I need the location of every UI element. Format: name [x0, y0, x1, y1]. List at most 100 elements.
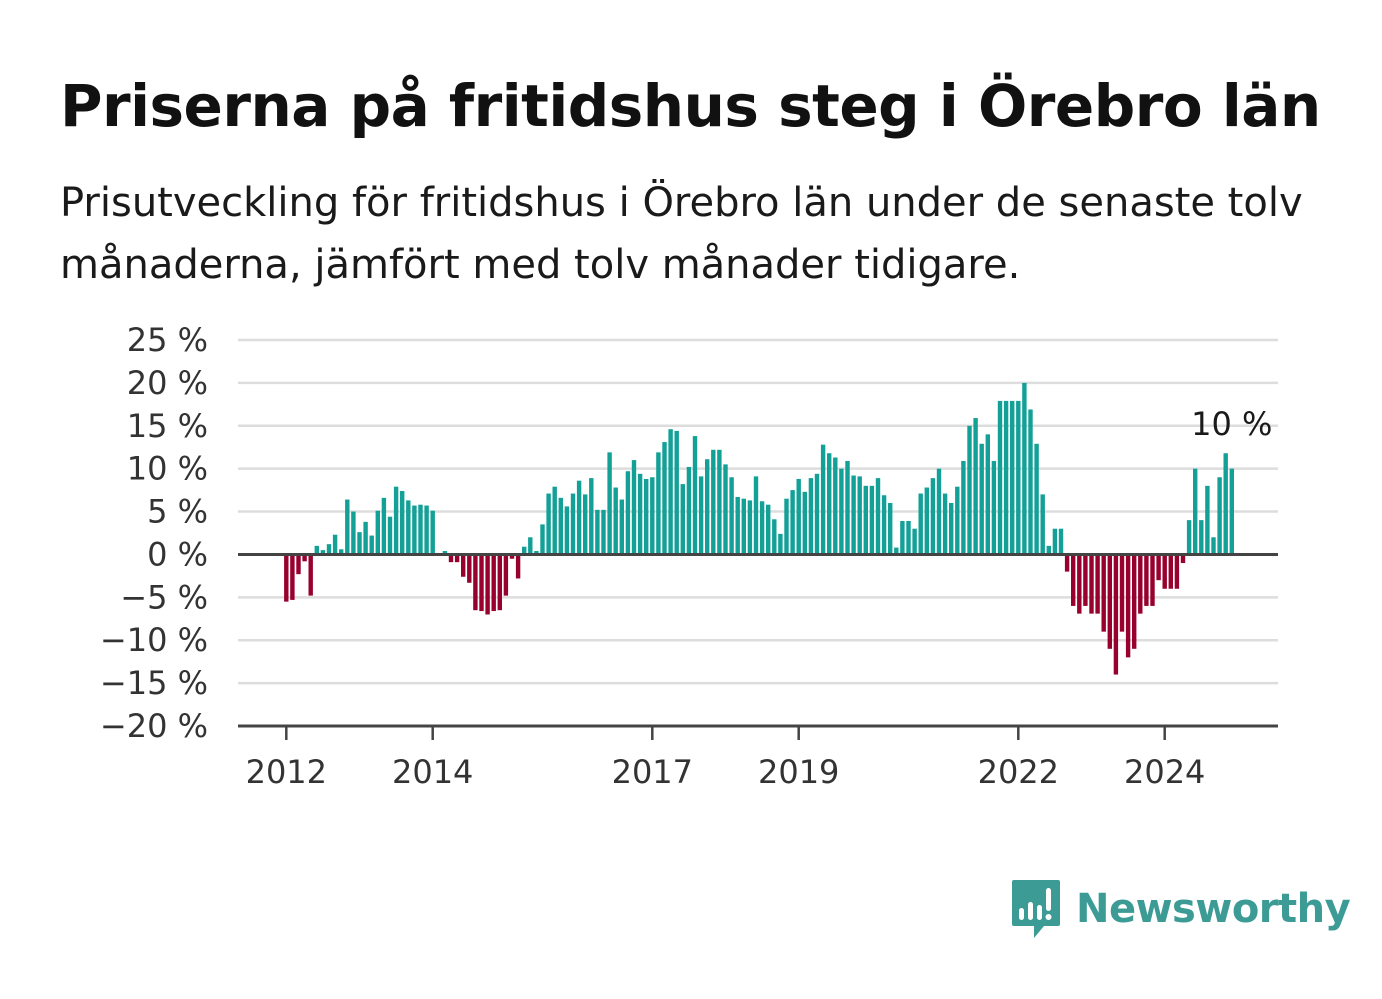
bar [393, 486, 399, 555]
bar [863, 485, 868, 555]
bar [381, 497, 387, 555]
bar [796, 478, 801, 555]
bar [723, 464, 728, 555]
bar [881, 495, 887, 555]
bar [1028, 409, 1033, 555]
bar [930, 478, 936, 555]
bar [735, 496, 740, 555]
bar [1071, 554, 1076, 606]
y-tick-label: −5 % [120, 578, 208, 616]
bar [1119, 554, 1125, 632]
bar [717, 449, 722, 555]
x-tick-label: 2019 [758, 753, 839, 791]
bar [759, 501, 765, 555]
bar [668, 429, 673, 555]
bar [820, 444, 826, 555]
bar [1193, 468, 1198, 555]
bar [894, 547, 899, 555]
bar [1217, 477, 1222, 555]
bar [833, 457, 838, 555]
bar [406, 500, 411, 555]
bar [1132, 554, 1137, 649]
bar [650, 477, 655, 555]
bar [985, 434, 990, 555]
chart-title: Priserna på fritidshus steg i Örebro län [60, 72, 1321, 140]
axes [238, 552, 1278, 740]
bar [552, 486, 557, 555]
bar [564, 506, 570, 555]
bar [979, 443, 984, 555]
bar [497, 554, 502, 611]
bar [1186, 520, 1192, 555]
brand-logo: Newsworthy [1010, 878, 1351, 940]
bar [949, 502, 954, 555]
bar [583, 494, 588, 555]
bar [729, 477, 734, 555]
bar [656, 452, 661, 555]
y-tick-label: 15 % [127, 407, 208, 445]
bar [1156, 554, 1161, 581]
bar [845, 460, 850, 555]
bar [1083, 554, 1088, 606]
bar [778, 533, 783, 555]
bar [662, 442, 667, 555]
bar [753, 476, 759, 555]
bar [827, 453, 832, 555]
bar [461, 554, 466, 577]
bar [1229, 468, 1234, 555]
y-tick-label: 0 % [147, 535, 208, 573]
bar [528, 537, 533, 555]
y-tick-label: 20 % [127, 364, 208, 402]
bar [332, 534, 338, 555]
bar [302, 554, 307, 562]
bar [1016, 400, 1021, 555]
bar [1003, 400, 1009, 555]
bar [613, 487, 618, 555]
bar [357, 532, 362, 555]
bar [1174, 554, 1180, 589]
bar [515, 554, 521, 579]
x-tick-label: 2017 [612, 753, 693, 791]
bar [424, 505, 429, 555]
bar [888, 502, 893, 555]
bar [692, 436, 698, 555]
bar [637, 473, 643, 555]
annotations: 10 % [1191, 405, 1272, 443]
bar [1095, 554, 1100, 614]
bar [942, 493, 948, 555]
bar [418, 504, 423, 555]
bar [308, 554, 313, 596]
bar [808, 478, 814, 555]
bar [1089, 554, 1094, 614]
x-axis-labels: 2012 2014 2017 2019 2022 2024 [246, 753, 1206, 791]
bar [467, 554, 472, 583]
bar [631, 460, 637, 555]
bar [540, 524, 545, 555]
bar [369, 535, 374, 555]
bar [351, 511, 356, 555]
x-tick-label: 2022 [978, 753, 1059, 791]
last-value-label: 10 % [1191, 405, 1272, 443]
y-tick-label: 5 % [147, 493, 208, 531]
bar [839, 468, 844, 555]
bar [534, 551, 539, 555]
bar [674, 430, 679, 555]
x-tick-label: 2014 [392, 753, 473, 791]
bar [991, 460, 997, 555]
bar [686, 466, 692, 555]
bar-chart-speech-bubble-icon [1012, 880, 1060, 938]
bar [1138, 554, 1143, 614]
bar [400, 490, 405, 555]
bar [1205, 485, 1210, 555]
x-tick-label: 2012 [246, 753, 327, 791]
bar [412, 505, 417, 555]
bar [1064, 554, 1070, 572]
bar [387, 516, 393, 555]
bar [570, 493, 576, 555]
bar [924, 487, 929, 555]
bar [784, 498, 789, 555]
x-tick-label: 2024 [1124, 753, 1205, 791]
bar [454, 554, 460, 563]
bar [1034, 443, 1039, 555]
bar [326, 544, 332, 555]
